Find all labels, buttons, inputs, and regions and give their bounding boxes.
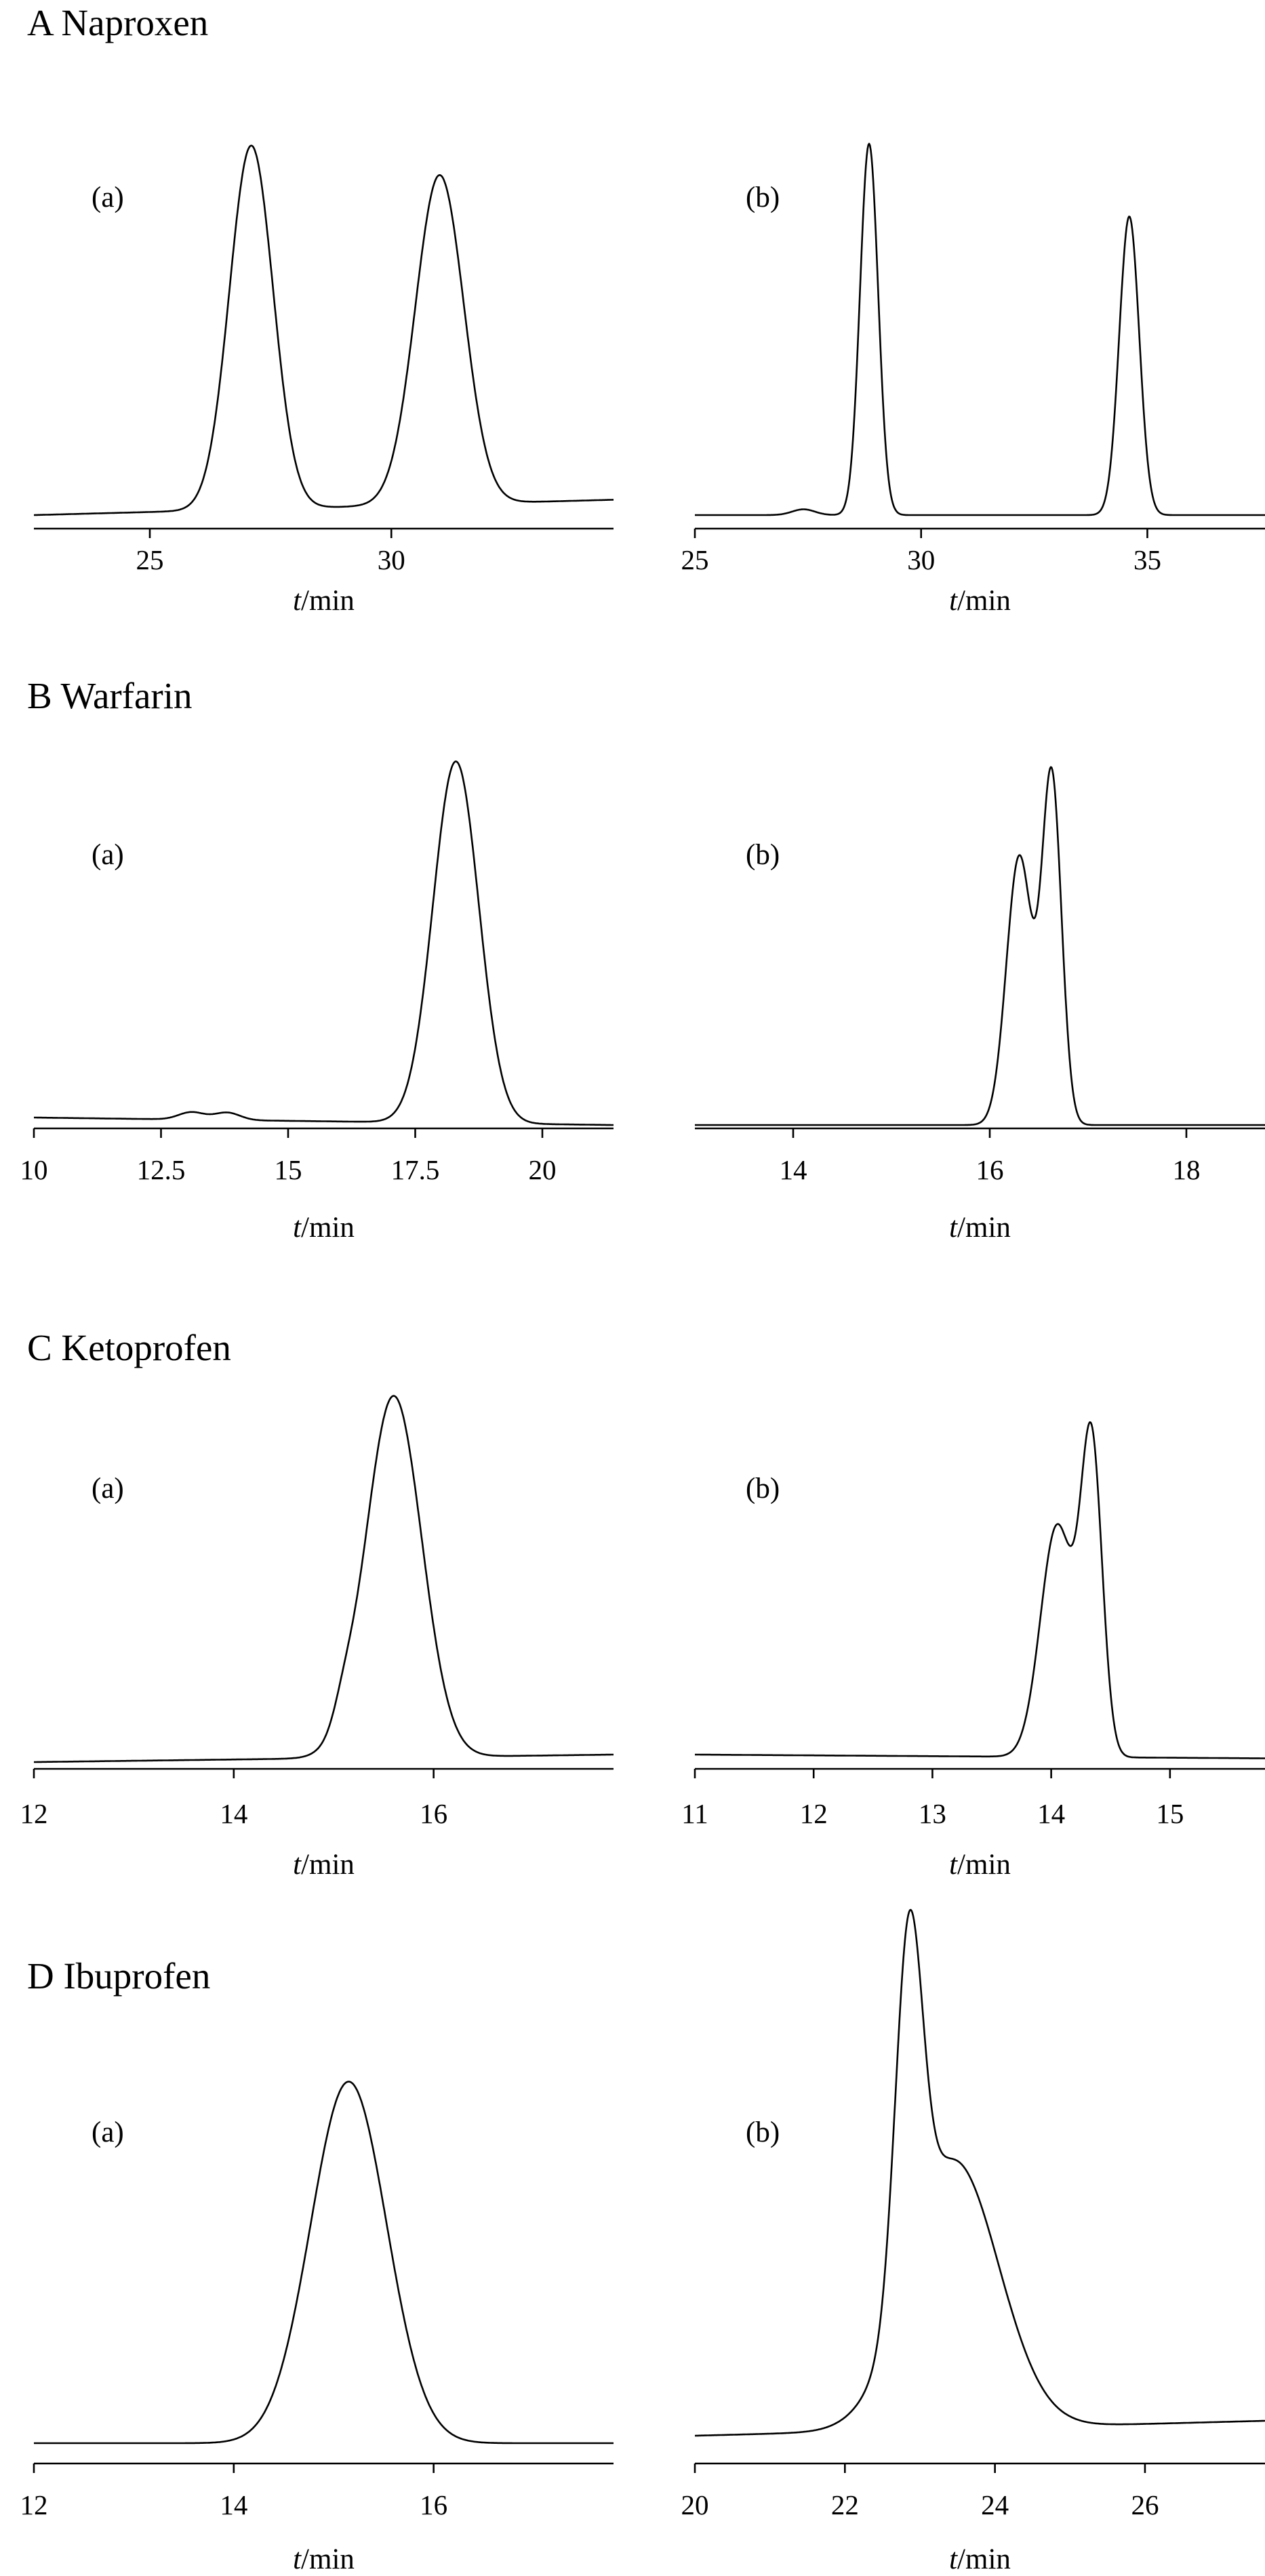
chromatogram-trace <box>33 760 614 1126</box>
x-tick-label: 10 <box>20 1154 48 1185</box>
panel-A-b: (b) 25 30 35 t/min <box>681 142 1265 617</box>
panel-tag: (a) <box>92 1473 124 1505</box>
x-axis-unit: /min <box>957 1849 1011 1881</box>
x-tick-label: 22 <box>831 2489 859 2520</box>
panel-tag: (b) <box>746 2117 780 2148</box>
x-axis-variable: t <box>293 585 302 617</box>
panel-tag: (a) <box>92 182 124 213</box>
x-tick-label: 17.5 <box>391 1154 440 1185</box>
x-tick-label: 24 <box>981 2489 1009 2520</box>
x-tick-label: 20 <box>681 2489 709 2520</box>
x-axis-unit: /min <box>957 1212 1011 1244</box>
x-tick-label: 16 <box>420 2489 447 2520</box>
panel-B-a: B Warfarin (a) 10 12.5 15 17.5 20 t/min <box>20 675 614 1244</box>
x-axis-variable: t <box>293 1849 302 1881</box>
x-tick-label: 12 <box>20 2489 48 2520</box>
panel-C-b: (b) 11 12 13 14 15 t/min <box>681 1421 1265 1881</box>
x-tick-label: 14 <box>1037 1798 1065 1829</box>
chromatogram-trace <box>33 144 614 516</box>
x-tick-label: 14 <box>780 1154 807 1185</box>
x-axis-label: t/min <box>293 1212 355 1244</box>
x-axis-unit: /min <box>957 2543 1011 2575</box>
panel-D-b: (b) 20 22 24 26 t/min <box>681 1908 1265 2575</box>
x-tick-label: 14 <box>220 2489 247 2520</box>
x-axis-variable: t <box>949 2543 958 2575</box>
x-axis-label: t/min <box>949 2543 1011 2575</box>
x-axis-label: t/min <box>293 585 355 617</box>
group-title: A Naproxen <box>27 2 208 43</box>
panel-tag: (b) <box>746 1473 780 1505</box>
x-axis-label: t/min <box>949 1212 1011 1244</box>
x-axis-variable: t <box>949 585 958 617</box>
x-tick-label: 16 <box>420 1798 447 1829</box>
x-axis-label: t/min <box>949 1849 1011 1881</box>
x-tick-label: 13 <box>919 1798 946 1829</box>
x-tick-label: 11 <box>681 1798 708 1829</box>
chromatogram-trace <box>33 2081 614 2445</box>
x-axis-unit: /min <box>301 1212 355 1244</box>
group-title: D Ibuprofen <box>27 1955 210 1997</box>
x-tick-label: 26 <box>1131 2489 1159 2520</box>
chromatogram-trace <box>33 1395 614 1763</box>
panel-tag: (b) <box>746 839 780 871</box>
x-tick-label: 25 <box>681 544 709 575</box>
x-axis-label: t/min <box>293 2543 355 2575</box>
x-axis-unit: /min <box>301 2543 355 2575</box>
x-axis-variable: t <box>949 1849 958 1881</box>
group-title: B Warfarin <box>27 675 193 716</box>
x-tick-label: 18 <box>1173 1154 1201 1185</box>
panel-tag: (b) <box>746 182 780 213</box>
x-tick-label: 35 <box>1133 544 1161 575</box>
x-axis-variable: t <box>293 2543 302 2575</box>
chromatogram-trace <box>694 766 1265 1126</box>
x-axis-label: t/min <box>293 1849 355 1881</box>
panel-tag: (a) <box>92 2117 124 2148</box>
x-axis-unit: /min <box>301 585 355 617</box>
x-tick-label: 12 <box>800 1798 828 1829</box>
panel-B-b: (b) 14 16 18 t/min <box>694 766 1265 1244</box>
panel-D-a: D Ibuprofen (a) 12 14 16 t/min <box>20 1955 614 2575</box>
x-axis-unit: /min <box>957 585 1011 617</box>
x-axis-variable: t <box>293 1212 302 1244</box>
x-axis-label: t/min <box>949 585 1011 617</box>
x-tick-label: 20 <box>529 1154 557 1185</box>
x-tick-label: 12.5 <box>137 1154 186 1185</box>
x-tick-label: 30 <box>378 544 405 575</box>
x-tick-label: 30 <box>907 544 935 575</box>
x-tick-label: 25 <box>136 544 164 575</box>
panel-tag: (a) <box>92 839 124 871</box>
panel-A-a: A Naproxen (a) 25 30 t/min <box>27 2 614 617</box>
x-tick-label: 15 <box>275 1154 302 1185</box>
x-axis-unit: /min <box>301 1849 355 1881</box>
panel-C-a: C Ketoprofen (a) 12 14 16 t/min <box>20 1327 614 1881</box>
x-tick-label: 15 <box>1156 1798 1184 1829</box>
chromatogram-trace <box>694 1421 1265 1759</box>
x-tick-label: 14 <box>220 1798 247 1829</box>
x-tick-label: 12 <box>20 1798 48 1829</box>
x-tick-label: 16 <box>976 1154 1004 1185</box>
chromatogram-trace <box>694 1908 1265 2437</box>
group-title: C Ketoprofen <box>27 1327 231 1368</box>
chromatogram-trace <box>694 142 1265 516</box>
x-axis-variable: t <box>949 1212 958 1244</box>
